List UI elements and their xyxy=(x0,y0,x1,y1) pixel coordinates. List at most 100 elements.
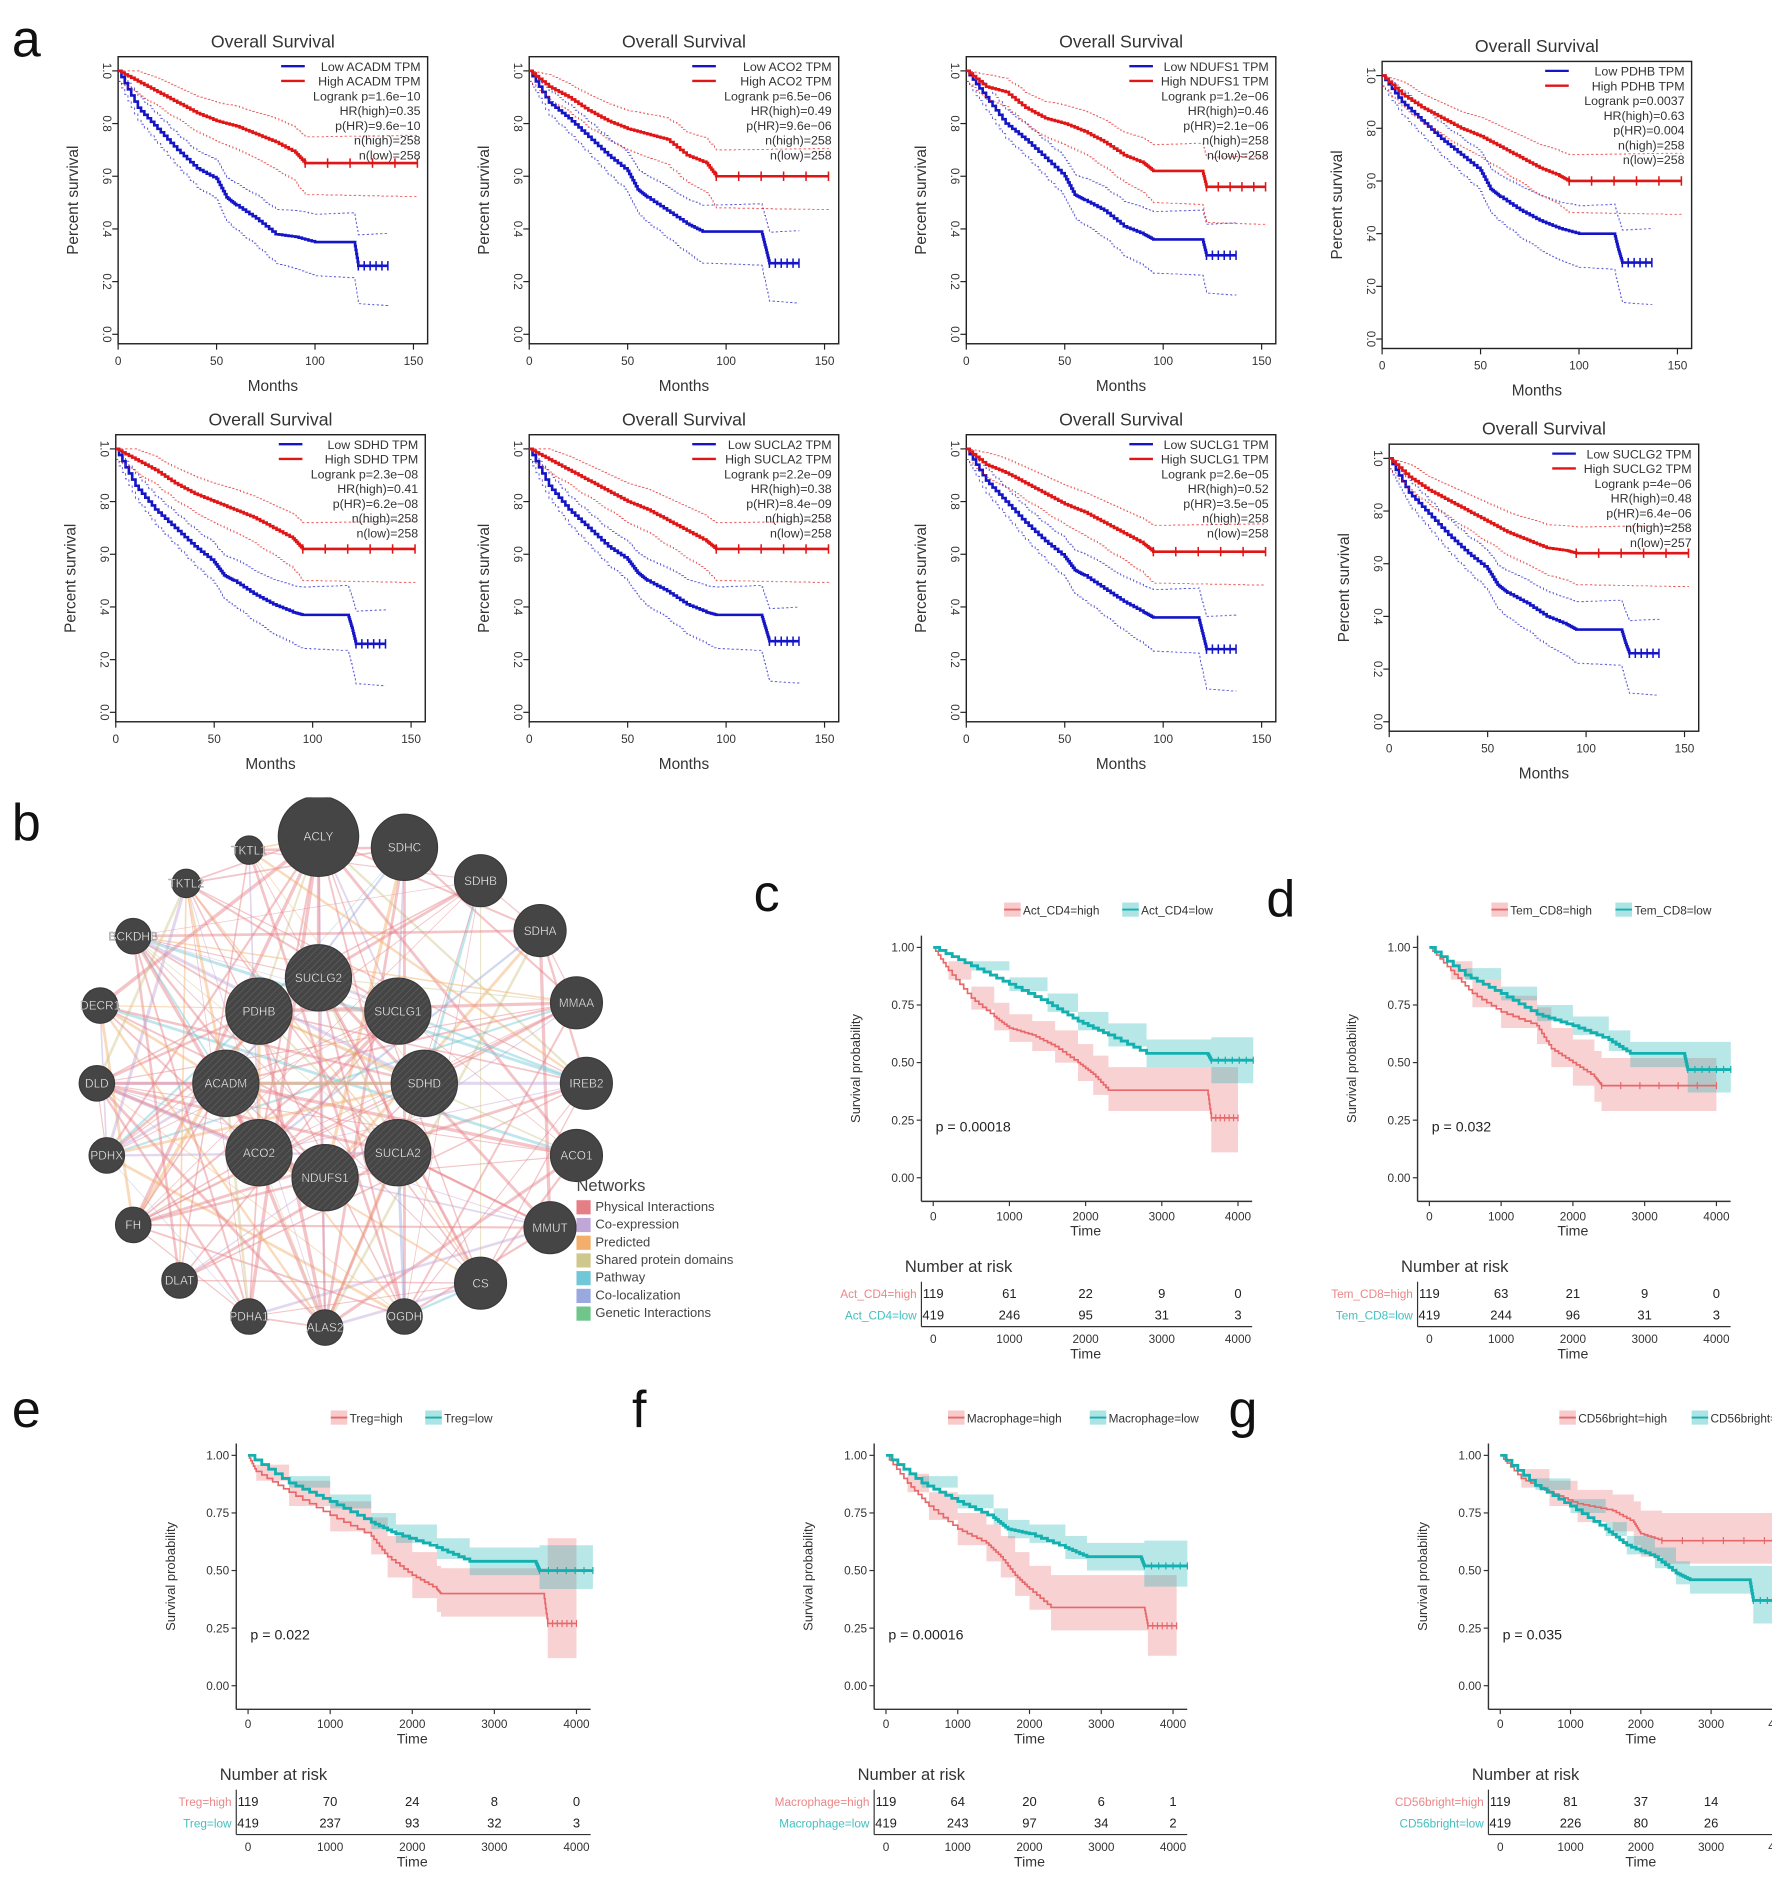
node-circle xyxy=(192,1049,260,1117)
network-graph: ACLY SDHC SDHB SDHA MMAA IREB2 ACO1 MMUT CS OGDH A… xyxy=(78,795,613,1346)
km-plot-svg: Macrophage=high Macrophage=low 0.00 0.25 0.5… xyxy=(775,1410,1199,1870)
legend-entry: Low ACO2 TPM xyxy=(743,60,832,74)
node-circle xyxy=(559,1056,613,1110)
ci-band-high xyxy=(933,947,1239,1153)
x-tick-label: 100 xyxy=(303,732,323,746)
network-edge xyxy=(99,1004,577,1157)
risk-x-tick-label: 0 xyxy=(1497,1840,1504,1854)
node-circle xyxy=(284,944,353,1012)
y-tick-label: 0.75 xyxy=(844,1506,867,1520)
y-tick-label: 1.0 xyxy=(948,441,962,458)
node-circle xyxy=(549,1128,604,1183)
legend-label: Physical Interactions xyxy=(595,1199,715,1214)
network-node-sucla2: SUCLA2 xyxy=(364,1119,432,1187)
network-edge xyxy=(132,1223,405,1318)
plot-frame xyxy=(117,55,429,345)
network-edge xyxy=(133,935,398,1012)
network-legend-title: Networks xyxy=(576,1175,646,1195)
risk-x-tick-label: 2000 xyxy=(1016,1840,1043,1854)
y-axis-label: Survival probability xyxy=(801,1521,816,1630)
network-edge xyxy=(132,880,481,1226)
network-edge xyxy=(178,1151,399,1282)
legend-entry: Low SUCLG2 TPM xyxy=(1586,447,1691,461)
stat-annotation: Logrank p=2.2e−09 xyxy=(724,467,832,481)
network-edge xyxy=(96,1081,399,1155)
legend-entry: High ACO2 TPM xyxy=(740,75,831,89)
network-edge xyxy=(317,977,406,1317)
risk-x-tick-label: 2000 xyxy=(1560,1332,1587,1346)
risk-value: 3 xyxy=(573,1815,580,1830)
network-legend-item: Co-localization xyxy=(576,1286,733,1304)
risk-value: 243 xyxy=(947,1815,969,1830)
network-edge xyxy=(248,849,481,1284)
legend-swatch xyxy=(576,1217,591,1232)
ci-upper-high xyxy=(115,448,416,524)
y-tick-label: 1.00 xyxy=(844,1448,867,1462)
panel-label-f: f xyxy=(631,1380,647,1439)
y-tick-label: 0.8 xyxy=(511,115,525,132)
x-tick-label: 150 xyxy=(1668,359,1688,373)
y-tick-label: 0.25 xyxy=(206,1621,229,1635)
y-tick-label: 0.25 xyxy=(1458,1621,1481,1635)
y-tick-label: 0.6 xyxy=(100,168,114,185)
network-node-ogdh: OGDH xyxy=(386,1298,423,1335)
risk-value: 9 xyxy=(1158,1286,1165,1301)
legend-entry: High SUCLA2 TPM xyxy=(725,453,832,467)
y-tick-label: 0.4 xyxy=(511,599,525,616)
network-edge xyxy=(106,880,481,1156)
ci-lower-high xyxy=(966,458,1266,586)
ci-upper-high xyxy=(118,70,418,138)
x-tick-label: 100 xyxy=(716,732,736,746)
plot-area: Macrophage=high Macrophage=low 0.00 0.25 0.5… xyxy=(775,1410,1199,1870)
node-label: ACADM xyxy=(205,1076,248,1090)
network-edge xyxy=(317,836,327,1328)
y-tick-label: 0.2 xyxy=(100,273,114,289)
survival-curve-low xyxy=(966,447,1236,651)
risk-x-tick-label: 1000 xyxy=(317,1840,344,1854)
stat-annotation: n(high)=258 xyxy=(352,512,419,526)
y-tick-label: 0.50 xyxy=(1458,1564,1481,1578)
ci-band-high xyxy=(1429,947,1717,1111)
x-tick-label: 2000 xyxy=(1560,1209,1587,1223)
node-label: SDHB xyxy=(464,874,497,888)
y-tick-label: 0.50 xyxy=(844,1564,867,1578)
network-node-sdha: SDHA xyxy=(513,904,567,958)
y-tick-label: 1.0 xyxy=(1364,67,1378,84)
risk-row-label: Tem_CD8=high xyxy=(1331,1287,1413,1301)
node-circle xyxy=(364,1119,432,1187)
ci-band-low xyxy=(1429,947,1731,1093)
risk-x-tick-label: 3000 xyxy=(1632,1332,1659,1346)
network-edge xyxy=(133,1223,551,1229)
y-tick-label: 0.6 xyxy=(511,168,525,185)
chart-title: Overall Survival xyxy=(1475,36,1599,56)
node-circle xyxy=(549,976,604,1030)
network-edge xyxy=(403,846,578,1004)
network-edge xyxy=(132,935,250,1317)
node-label: SDHA xyxy=(524,924,557,938)
network-legend-item: Genetic Interactions xyxy=(576,1304,733,1322)
stat-annotation: n(low)=258 xyxy=(770,148,832,162)
network-node-bckdhb: BCKDHB xyxy=(108,917,158,955)
network-edge xyxy=(185,882,399,1013)
network-edge xyxy=(95,1082,327,1329)
stat-annotation: n(high)=258 xyxy=(354,134,421,148)
y-axis-label: Percent survival xyxy=(63,524,80,633)
stat-annotation: HR(high)=0.38 xyxy=(751,482,832,496)
y-tick-label: 0.8 xyxy=(97,493,111,510)
network-node-acadm: ACADM xyxy=(192,1049,260,1117)
x-axis-label: Time xyxy=(1070,1224,1101,1240)
x-tick-label: 3000 xyxy=(1149,1209,1176,1223)
survival-curve-low xyxy=(529,447,799,643)
risk-x-tick-label: 4000 xyxy=(1225,1332,1252,1346)
network-node-sdhc: SDHC xyxy=(370,813,439,882)
legend-entry: High SDHD TPM xyxy=(325,453,418,467)
node-label: ACO2 xyxy=(243,1146,275,1160)
x-axis-label: Time xyxy=(1014,1732,1045,1748)
node-label: MMAA xyxy=(559,996,595,1010)
node-label: TKTL1 xyxy=(231,843,266,857)
node-label: MMUT xyxy=(532,1221,567,1235)
network-edge xyxy=(106,1154,406,1318)
chart-title: Overall Survival xyxy=(622,409,746,429)
node-label: OGDH xyxy=(387,1310,422,1324)
network-edge xyxy=(178,883,187,1281)
